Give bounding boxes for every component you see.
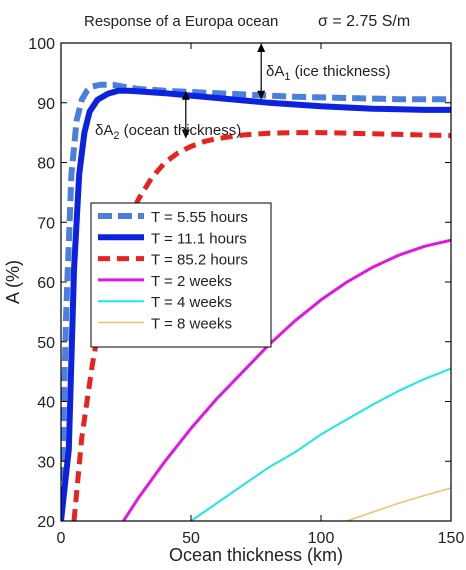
legend-label-t-8-weeks: T = 8 weeks [151, 316, 232, 333]
y-axis-label: A (%) [3, 260, 23, 304]
legend-label-t-85-2-hours: T = 85.2 hours [151, 252, 248, 269]
arrowhead-up [181, 90, 190, 100]
y-tick-label: 70 [37, 215, 55, 232]
x-axis-label: Ocean thickness (km) [169, 545, 343, 565]
annotation-layer: δA1 (ice thickness) δA2 (ocean thickness) [95, 43, 391, 142]
x-tick-label: 150 [438, 530, 465, 547]
y-tick-label: 20 [37, 514, 55, 531]
chart-title-group: Response of a Europa ocean σ = 2.75 S/m [84, 13, 410, 30]
annotation-label-dA1: δA1 (ice thickness) [266, 63, 391, 83]
x-tick-label: 100 [308, 530, 335, 547]
legend-label-t-11-1-hours: T = 11.1 hours [151, 230, 247, 247]
y-tick-label: 30 [37, 454, 55, 471]
legend: T = 5.55 hours T = 11.1 hours T = 85.2 hou… [90, 202, 272, 348]
series-line-t-2-weeks [122, 238, 451, 521]
series-line-t-8-weeks [346, 487, 451, 521]
y-tick-label: 90 [37, 96, 55, 113]
tick-layer: 0 50 100 150 20 30 40 50 60 70 80 90 100 [28, 36, 464, 547]
legend-label-t-4-weeks: T = 4 weeks [151, 294, 232, 311]
chart-title-sigma: σ = 2.75 S/m [318, 13, 410, 30]
legend-label-t-2-weeks: T = 2 weeks [151, 273, 232, 290]
arrowhead-down [257, 90, 266, 100]
y-tick-label: 80 [37, 156, 55, 173]
y-tick-label: 50 [37, 335, 55, 352]
chart-title: Response of a Europa ocean [84, 13, 278, 30]
y-tick-label: 100 [28, 36, 55, 53]
annotation-label-dA2: δA2 (ocean thickness) [95, 122, 241, 142]
series-line-t-11-1-hours [61, 87, 451, 521]
x-tick-label: 50 [182, 530, 200, 547]
y-tick-label: 40 [37, 395, 55, 412]
y-tick-label: 60 [37, 275, 55, 292]
arrowhead-up [257, 43, 266, 52]
series-line-t-4-weeks [190, 367, 451, 521]
arrowhead-down [181, 129, 190, 139]
legend-label-t-5-55-hours: T = 5.55 hours [151, 209, 248, 226]
x-tick-label: 0 [57, 530, 66, 547]
